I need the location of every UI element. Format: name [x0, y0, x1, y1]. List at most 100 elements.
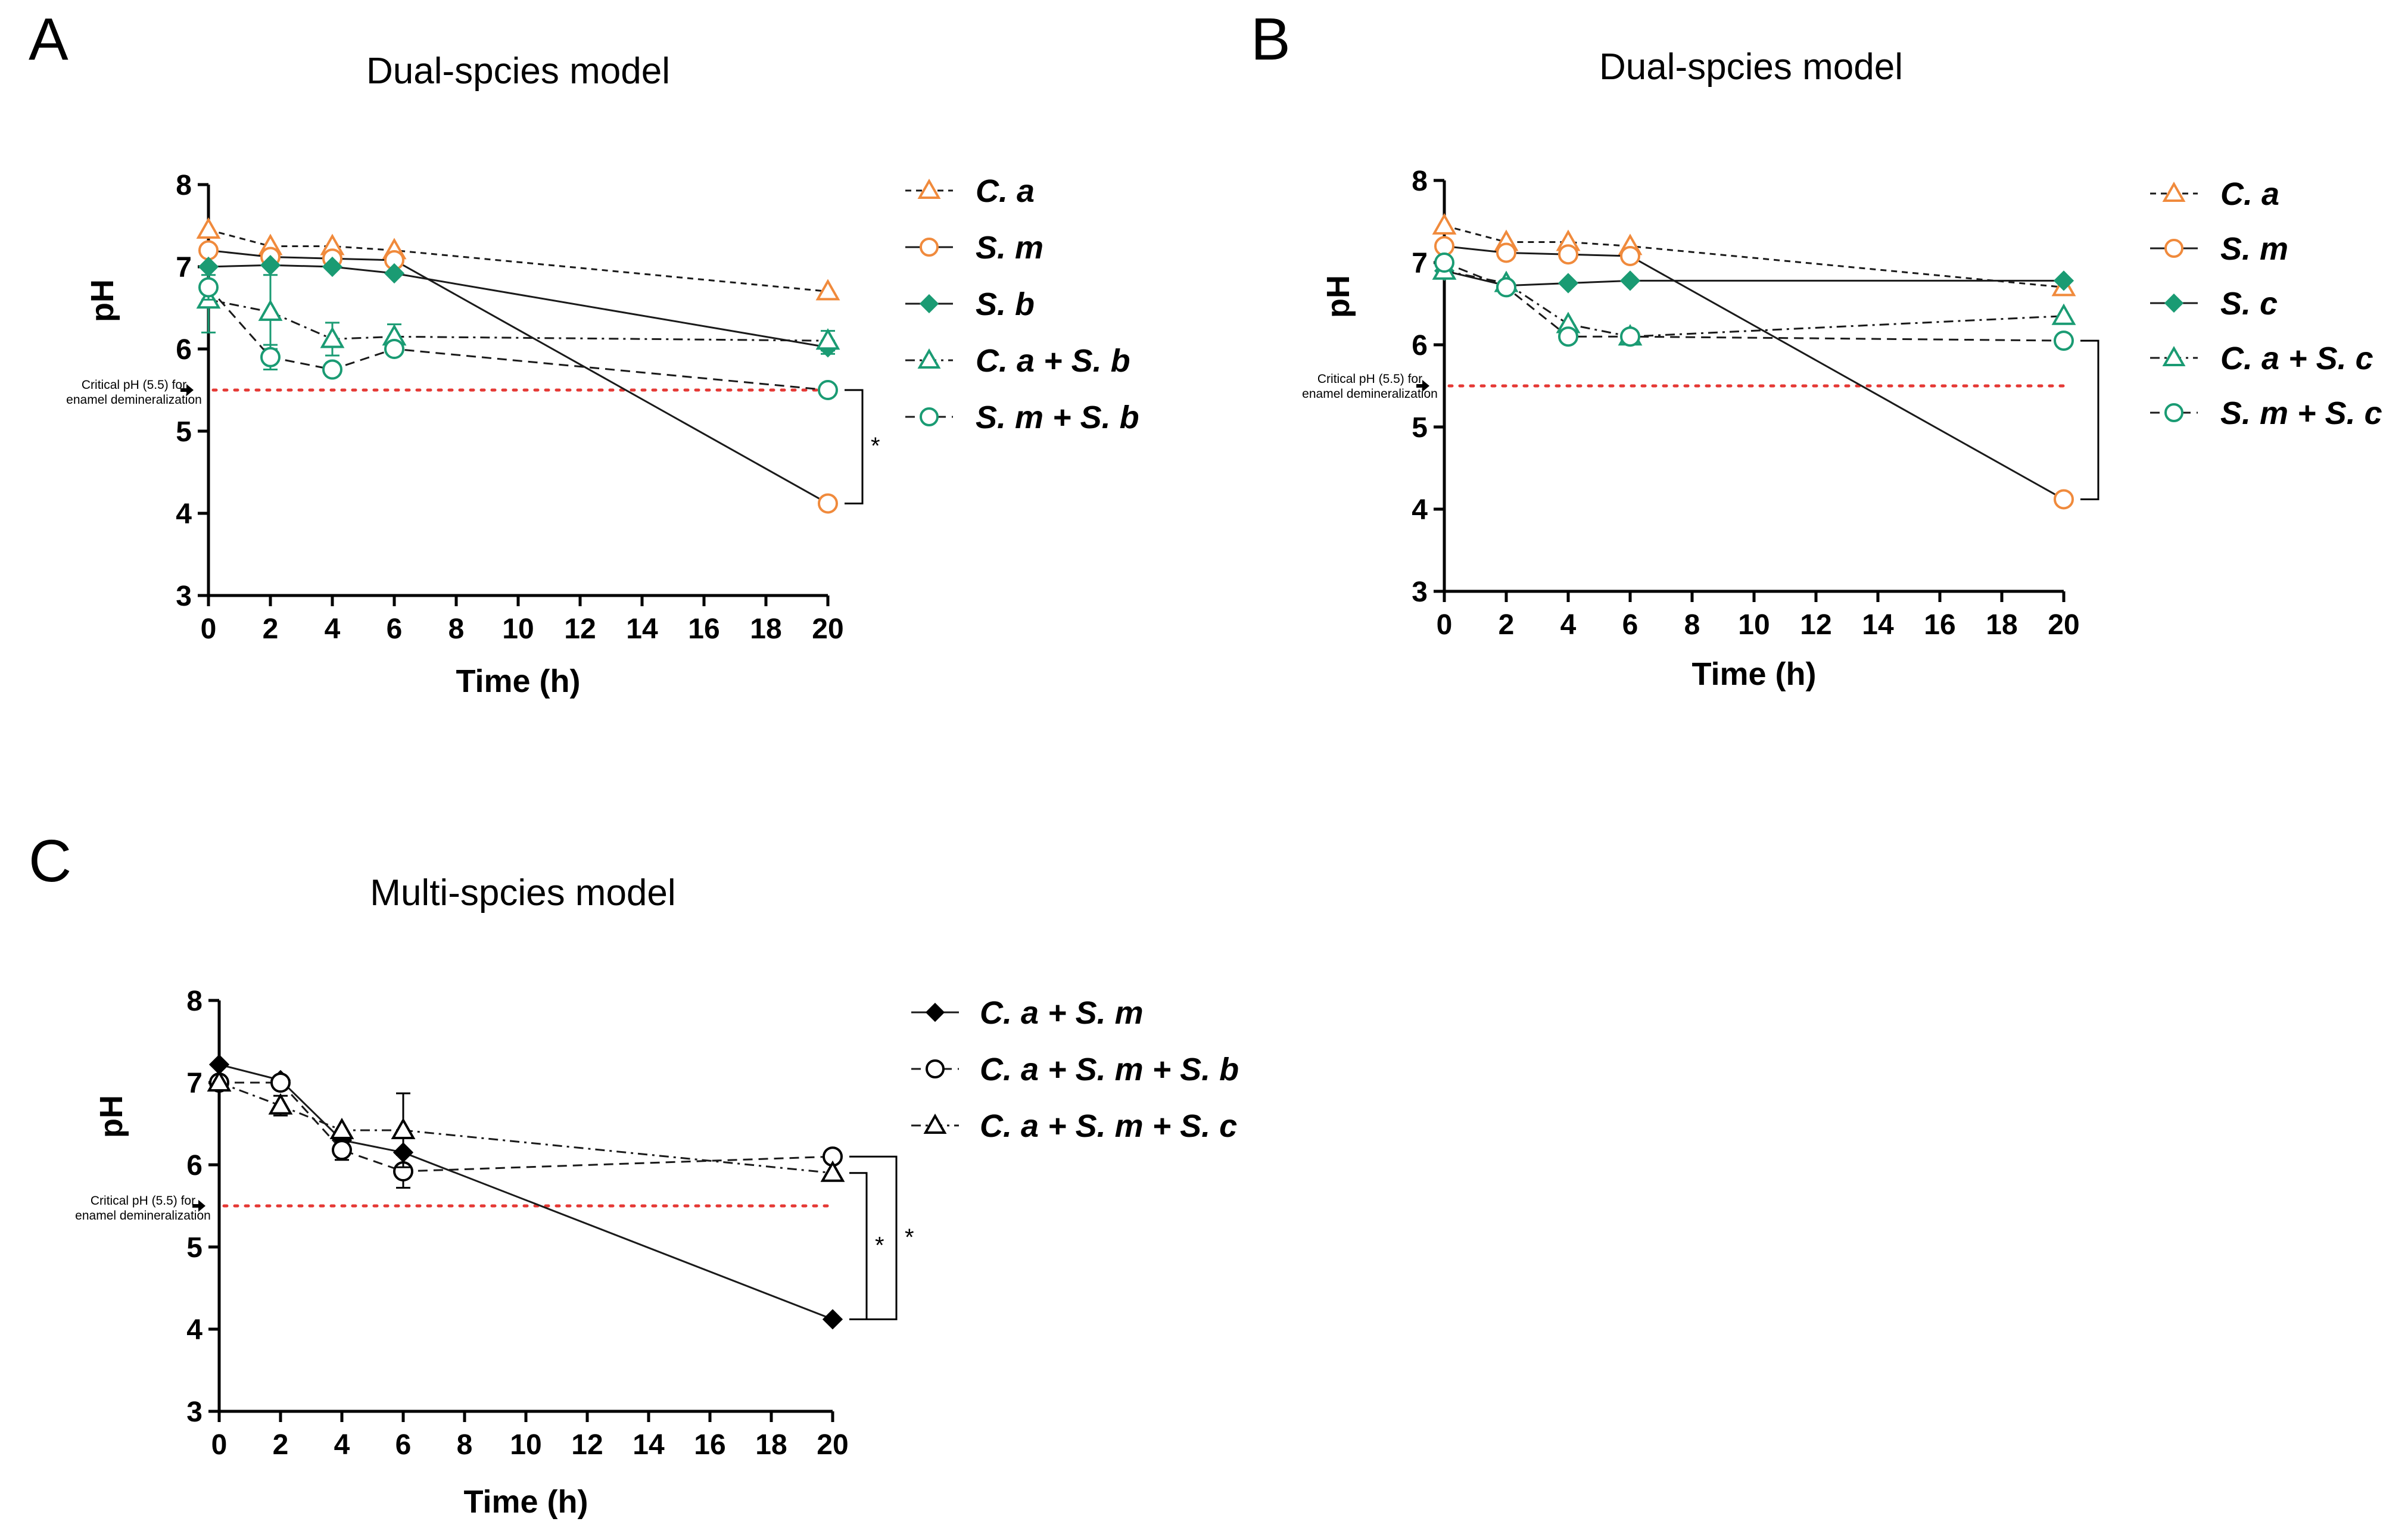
- legend-marker: [2164, 403, 2183, 422]
- significance-star: *: [875, 1233, 884, 1259]
- significance-star: *: [871, 433, 880, 459]
- x-tick-label: 12: [571, 1429, 603, 1461]
- critical-ph-label: enamel demineralization: [66, 393, 202, 407]
- legend-label: S. m: [2220, 231, 2288, 267]
- data-point: [1558, 244, 1578, 265]
- data-point: [1558, 326, 1578, 347]
- data-point: [818, 493, 838, 514]
- significance-bracket: *: [849, 1172, 884, 1320]
- x-tick-label: 4: [334, 1429, 350, 1461]
- data-point: [391, 1117, 416, 1140]
- y-tick-label: 3: [176, 581, 192, 612]
- data-point: [198, 277, 219, 298]
- legend-item: S. m + S. b: [905, 400, 1139, 435]
- series-s-m-s-c: [1434, 252, 2074, 351]
- critical-ph-label: enamel demineralization: [75, 1209, 211, 1223]
- critical-ph-label: Critical pH (5.5) for: [91, 1194, 195, 1208]
- chart-title: Dual-spcies model: [1599, 46, 1903, 88]
- data-point: [1496, 242, 1516, 263]
- x-tick-label: 16: [688, 613, 719, 645]
- x-tick-label: 2: [273, 1429, 289, 1461]
- legend-marker: [2162, 345, 2186, 366]
- x-tick-label: 18: [750, 613, 781, 645]
- legend-item: S. b: [905, 286, 1035, 322]
- legend-item: S. m + S. c: [2150, 395, 2382, 431]
- legend-marker: [2162, 181, 2186, 202]
- data-point: [815, 279, 840, 301]
- bracket-line: [849, 1172, 868, 1320]
- panel-a: A Dual-spcies model 3 4 5 6 7 8 0 2 4 6 8 10 12 14 16 18 2…: [29, 6, 1139, 699]
- series-line: [1444, 261, 2064, 342]
- y-tick-label: 5: [1412, 412, 1428, 444]
- legend-marker: [926, 1059, 945, 1078]
- data-point: [815, 328, 840, 350]
- y-tick-label: 3: [1412, 576, 1428, 608]
- critical-ph-label: Critical pH (5.5) for: [1317, 372, 1422, 386]
- data-point: [2054, 489, 2074, 510]
- x-tick-label: 10: [1738, 609, 1770, 641]
- data-point: [1619, 270, 1641, 291]
- y-tick-label: 6: [176, 334, 192, 366]
- legend-item: C. a: [2150, 176, 2279, 212]
- legend-label: C. a: [976, 173, 1035, 209]
- legend-item: C. a + S. m + S. b: [911, 1052, 1239, 1087]
- y-tick-label: 4: [1412, 494, 1428, 526]
- legend-marker: [2164, 239, 2183, 258]
- x-tick-label: 14: [1862, 609, 1894, 641]
- data-point: [822, 1309, 843, 1330]
- panel-letter: B: [1251, 6, 1291, 73]
- y-tick-label: 5: [176, 416, 192, 448]
- y-tick-label: 7: [186, 1068, 203, 1099]
- y-tick-label: 3: [186, 1396, 203, 1428]
- legend-marker: [919, 294, 939, 314]
- series-s-b: [198, 255, 839, 358]
- panel-c: C Multi-spcies model 3 4 5 6 7 8 0 2 4 6 8 10 12 14 16 18…: [29, 828, 1239, 1520]
- x-tick-label: 2: [1499, 609, 1515, 641]
- y-axis-label: pH: [85, 279, 120, 322]
- x-tick-label: 20: [812, 613, 843, 645]
- series-c-a-s-m-s-c: [207, 1070, 845, 1182]
- data-point: [196, 217, 221, 239]
- data-point: [270, 1072, 291, 1093]
- x-tick-label: 20: [2048, 609, 2079, 641]
- panel-letter: A: [29, 6, 68, 73]
- series-c-a: [196, 217, 840, 301]
- legend-label: S. b: [976, 286, 1035, 322]
- bracket-line: [2080, 339, 2099, 500]
- legend-item: C. a + S. m: [911, 995, 1144, 1031]
- significance-bracket: *: [849, 1155, 914, 1320]
- data-point: [322, 256, 343, 278]
- legend-item: C. a + S. c: [2150, 341, 2373, 376]
- chart-title: Multi-spcies model: [370, 872, 675, 913]
- y-tick-label: 8: [1412, 166, 1428, 197]
- data-point: [268, 1093, 293, 1115]
- y-tick-label: 4: [176, 498, 192, 530]
- data-point: [1496, 277, 1516, 298]
- critical-ph-label: Critical pH (5.5) for: [82, 378, 186, 392]
- legend-marker: [925, 1002, 945, 1022]
- y-tick-label: 8: [186, 986, 203, 1017]
- x-tick-label: 4: [325, 613, 341, 645]
- arrow-right-icon: [1422, 380, 1429, 392]
- x-tick-label: 8: [448, 613, 465, 645]
- legend-item: S. c: [2150, 286, 2278, 322]
- legend-item: C. a + S. m + S. c: [911, 1108, 1237, 1144]
- x-tick-label: 20: [817, 1429, 848, 1461]
- series-c-a-s-m: [208, 1054, 843, 1330]
- data-point: [2053, 270, 2074, 291]
- data-point: [2051, 303, 2076, 325]
- x-tick-label: 10: [510, 1429, 541, 1461]
- series-line: [208, 229, 828, 292]
- x-tick-label: 16: [1924, 609, 1955, 641]
- series-c-a-s-m-s-b: [209, 1072, 843, 1189]
- x-tick-label: 10: [502, 613, 534, 645]
- x-tick-label: 6: [395, 1429, 412, 1461]
- series-c-a-s-c: [1432, 258, 2076, 346]
- significance-bracket: *: [845, 389, 880, 504]
- legend-marker: [917, 178, 941, 199]
- legend-marker: [920, 407, 939, 426]
- x-tick-label: 2: [263, 613, 279, 645]
- bracket-line: [845, 389, 864, 504]
- x-axis-label: Time (h): [456, 663, 580, 699]
- series-line: [208, 264, 828, 348]
